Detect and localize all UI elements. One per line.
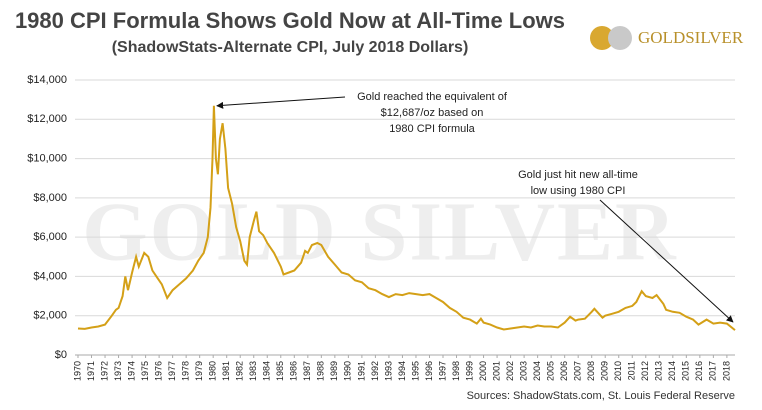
y-tick-label: $14,000 — [27, 74, 67, 86]
x-tick-label: 2004 — [532, 361, 542, 381]
x-tick-label: 2001 — [491, 361, 501, 381]
x-tick-label: 1985 — [275, 361, 285, 381]
annotation-text: 1980 CPI formula — [389, 123, 475, 135]
x-tick-label: 1976 — [153, 361, 163, 381]
x-tick-label: 1972 — [99, 361, 109, 381]
x-tick-label: 2015 — [681, 361, 691, 381]
x-tick-label: 1970 — [72, 361, 82, 381]
x-tick-label: 1990 — [343, 361, 353, 381]
x-tick-label: 1997 — [437, 361, 447, 381]
chart-title: 1980 CPI Formula Shows Gold Now at All-T… — [15, 8, 565, 33]
x-tick-label: 2010 — [613, 361, 623, 381]
x-tick-label: 2013 — [654, 361, 664, 381]
y-tick-label: $0 — [55, 349, 67, 361]
x-tick-label: 1994 — [397, 361, 407, 381]
x-tick-label: 1991 — [356, 361, 366, 381]
annotation-text: low using 1980 CPI — [531, 185, 626, 197]
x-tick-label: 1986 — [289, 361, 299, 381]
x-tick-label: 1977 — [167, 361, 177, 381]
logo-text: GOLDSILVER — [638, 28, 744, 47]
x-tick-label: 1973 — [113, 361, 123, 381]
x-tick-label: 1982 — [235, 361, 245, 381]
y-tick-label: $6,000 — [33, 231, 67, 243]
x-tick-label: 1975 — [140, 361, 150, 381]
annotation-text: $12,687/oz based on — [381, 107, 484, 119]
x-tick-label: 2014 — [667, 361, 677, 381]
y-tick-label: $10,000 — [27, 152, 67, 164]
x-tick-label: 1987 — [302, 361, 312, 381]
annotation-arrow — [216, 96, 346, 109]
x-tick-label: 2002 — [505, 361, 515, 381]
y-tick-label: $4,000 — [33, 270, 67, 282]
x-tick-label: 1984 — [262, 361, 272, 381]
x-tick-label: 1993 — [383, 361, 393, 381]
logo-coin — [608, 26, 632, 50]
x-tick-label: 2017 — [708, 361, 718, 381]
line-series — [77, 105, 736, 331]
x-tick-label: 1996 — [424, 361, 434, 381]
x-tick-label: 2000 — [478, 361, 488, 381]
x-tick-label: 1979 — [194, 361, 204, 381]
x-tick-label: 1978 — [181, 361, 191, 381]
x-tick-label: 1981 — [221, 361, 231, 381]
x-tick-label: 2016 — [694, 361, 704, 381]
x-tick-label: 1992 — [370, 361, 380, 381]
x-tick-label: 1980 — [208, 361, 218, 381]
x-tick-label: 2009 — [600, 361, 610, 381]
y-tick-label: $8,000 — [33, 192, 67, 204]
x-tick-label: 1989 — [329, 361, 339, 381]
logo-coin — [590, 26, 614, 50]
source: Sources: ShadowStats.com, St. Louis Fede… — [467, 390, 735, 402]
x-tick-label: 1998 — [451, 361, 461, 381]
x-tick-label: 1988 — [316, 361, 326, 381]
chart-subtitle: (ShadowStats-Alternate CPI, July 2018 Do… — [112, 39, 469, 56]
y-tick-label: $2,000 — [33, 310, 67, 322]
x-tick-label: 2007 — [573, 361, 583, 381]
x-tick-label: 2011 — [627, 361, 637, 380]
x-tick-label: 2006 — [559, 361, 569, 381]
x-tick-label: 2012 — [640, 361, 650, 381]
x-tick-label: 1974 — [126, 361, 136, 381]
annotation-text: Gold just hit new all-time — [518, 169, 638, 181]
x-tick-label: 1999 — [464, 361, 474, 381]
x-tick-label: 2008 — [586, 361, 596, 381]
x-tick-label: 2003 — [518, 361, 528, 381]
annotation-text: Gold reached the equivalent of — [357, 91, 508, 103]
x-tick-label: 2018 — [721, 361, 731, 381]
x-tick-label: 1995 — [410, 361, 420, 381]
annotation-arrow — [599, 199, 734, 323]
x-tick-label: 2005 — [546, 361, 556, 381]
logo: GOLDSILVER — [590, 26, 744, 50]
x-tick-label: 1983 — [248, 361, 258, 381]
watermark: GOLD SILVER — [82, 185, 677, 278]
x-tick-label: 1971 — [86, 361, 96, 381]
y-tick-label: $12,000 — [27, 113, 67, 125]
